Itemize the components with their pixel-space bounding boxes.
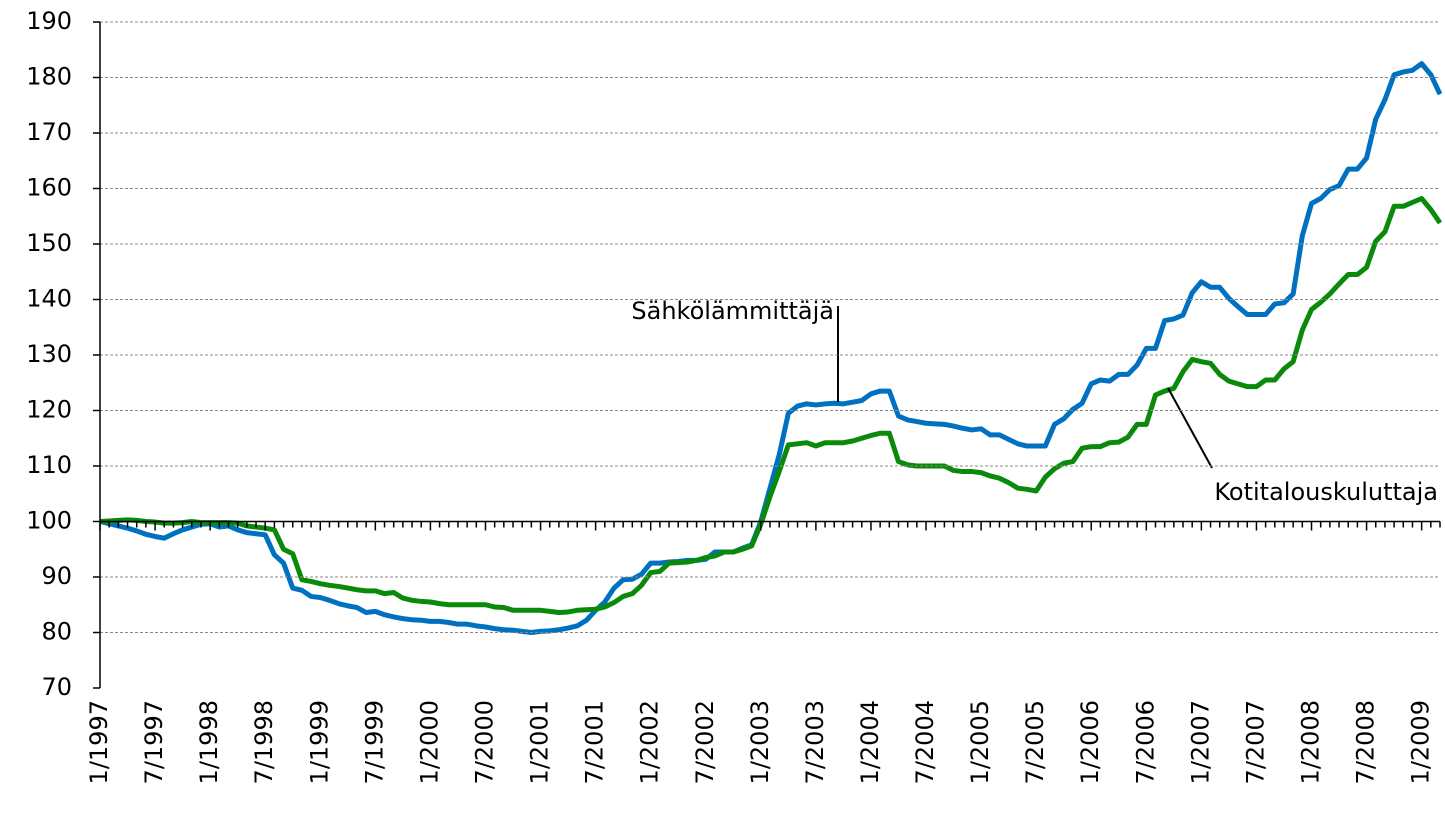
x-tick-label: 1/2008 xyxy=(1297,700,1325,784)
x-tick-label: 1/2003 xyxy=(746,700,774,784)
x-tick-label: 1/2001 xyxy=(526,700,554,784)
x-tick-label: 7/2000 xyxy=(470,700,498,784)
x-tick-label: 7/2006 xyxy=(1131,700,1159,784)
x-tick-label: 1/2009 xyxy=(1407,700,1435,784)
x-tick-label: 1/2005 xyxy=(966,700,994,784)
x-tick-label: 7/2003 xyxy=(801,700,829,784)
x-tick-label: 7/1999 xyxy=(360,700,388,784)
y-tick-label: 180 xyxy=(26,63,72,91)
y-tick-label: 190 xyxy=(26,7,72,35)
x-tick-label: 7/2001 xyxy=(581,700,609,784)
y-tick-label: 100 xyxy=(26,507,72,535)
x-tick-label: 7/2004 xyxy=(911,700,939,784)
x-tick-label: 1/2000 xyxy=(415,700,443,784)
x-tick-label: 1/1997 xyxy=(85,700,113,784)
annotation: Kotitalouskuluttaja xyxy=(1214,478,1438,506)
x-tick-label: 7/2008 xyxy=(1352,700,1380,784)
annotation-pointer xyxy=(1167,387,1213,469)
x-tick-label: 7/1998 xyxy=(250,700,278,784)
y-tick-label: 90 xyxy=(41,562,72,590)
x-tick-label: 1/2002 xyxy=(636,700,664,784)
x-tick-label: 7/2005 xyxy=(1021,700,1049,784)
x-tick-label: 1/2006 xyxy=(1076,700,1104,784)
y-tick-label: 140 xyxy=(26,285,72,313)
annotation: Sähkölämmittäjä xyxy=(631,297,834,325)
y-tick-label: 110 xyxy=(26,451,72,479)
y-tick-label: 160 xyxy=(26,174,72,202)
line-series xyxy=(99,195,1443,616)
y-tick-label: 70 xyxy=(41,673,72,701)
x-tick-label: 1/2004 xyxy=(856,700,884,784)
y-tick-label: 80 xyxy=(41,618,72,646)
x-tick-label: 1/2007 xyxy=(1186,700,1214,784)
x-tick-label: 7/2007 xyxy=(1241,700,1269,784)
y-tick-label: 150 xyxy=(26,229,72,257)
line-series xyxy=(99,61,1443,635)
y-tick-label: 130 xyxy=(26,340,72,368)
y-tick-label: 120 xyxy=(26,396,72,424)
x-tick-label: 1/1999 xyxy=(305,700,333,784)
y-tick-label: 170 xyxy=(26,118,72,146)
x-tick-label: 7/2002 xyxy=(691,700,719,784)
x-tick-label: 7/1997 xyxy=(140,700,168,784)
x-tick-label: 1/1998 xyxy=(195,700,223,784)
